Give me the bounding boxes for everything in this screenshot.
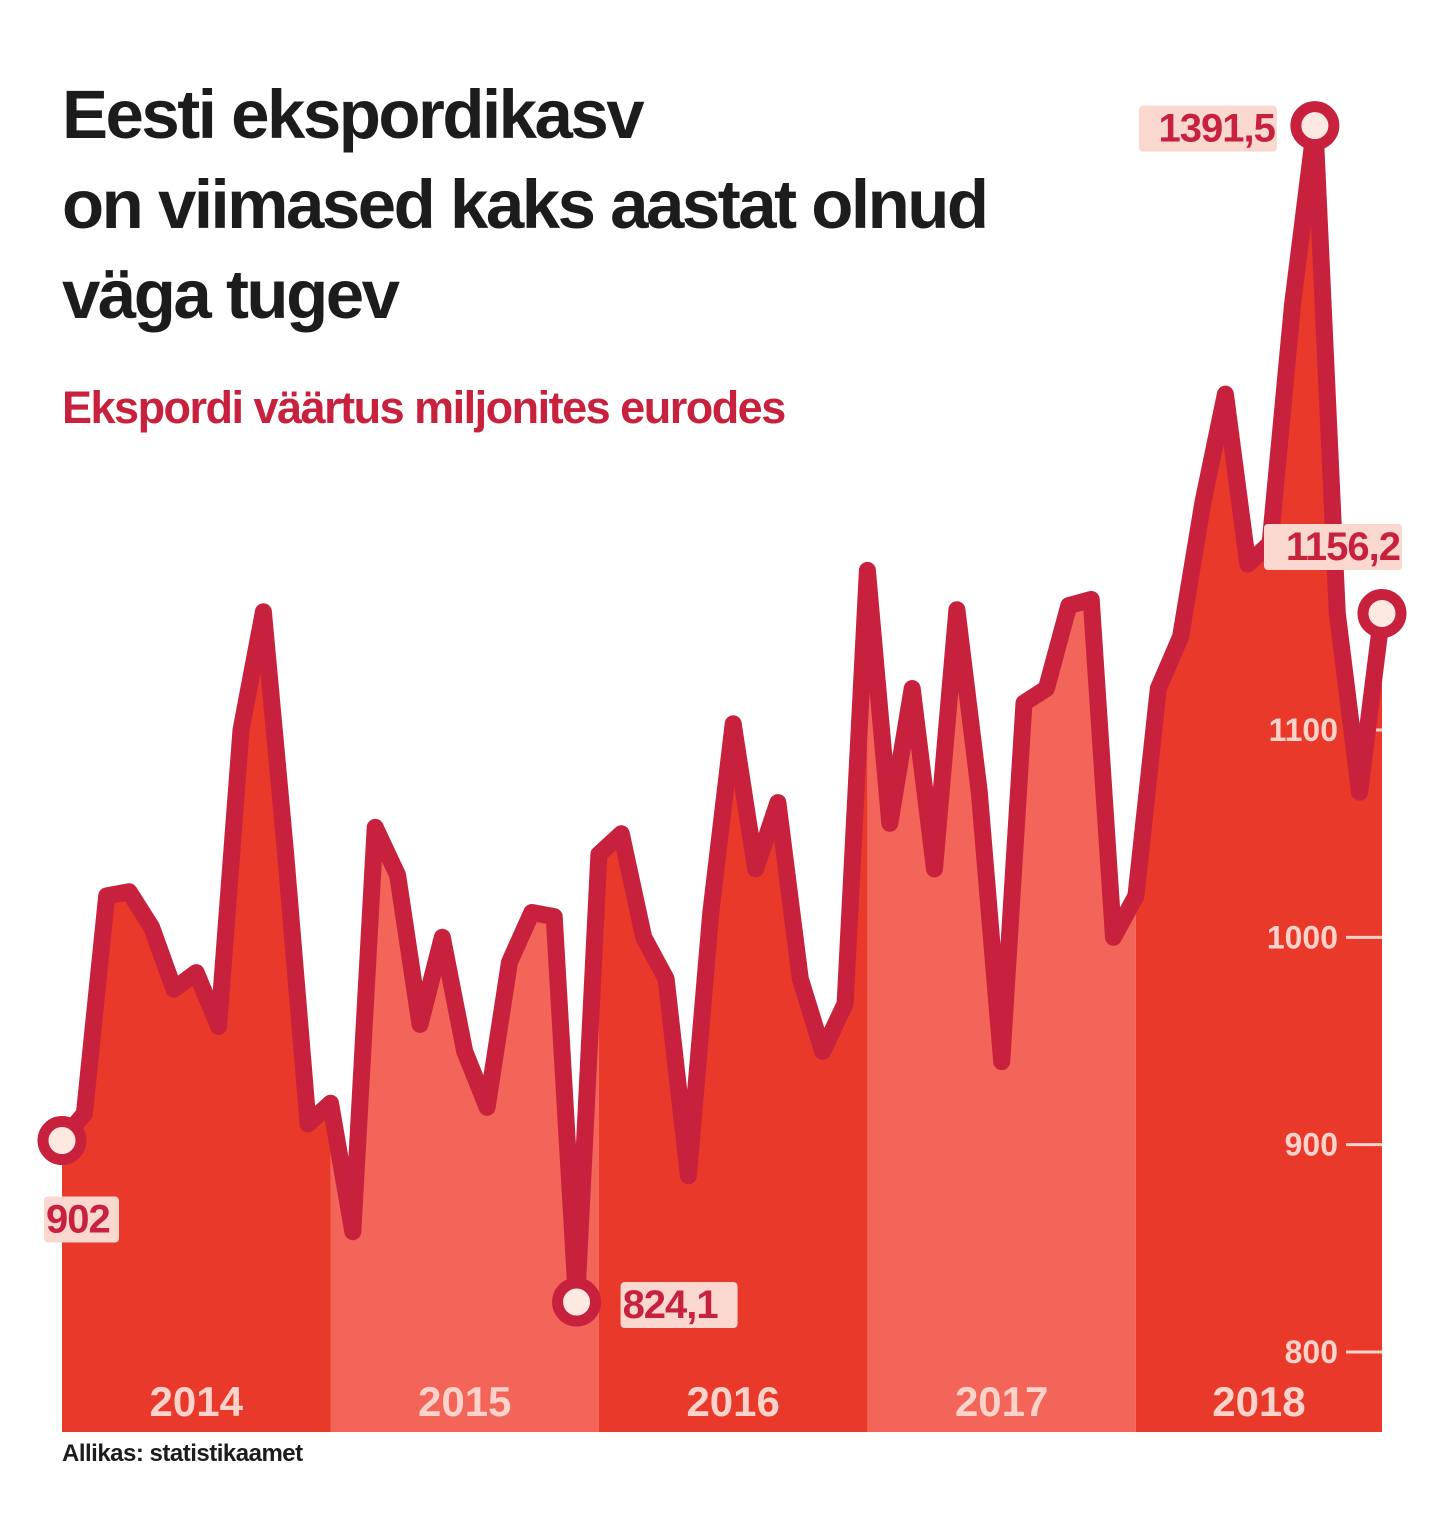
title-line-3: väga tugev	[62, 256, 400, 333]
annotation-first: 902	[44, 1196, 119, 1243]
year-label-2015: 2015	[418, 1378, 511, 1425]
annotation-last: 1156,2	[1264, 524, 1402, 570]
year-band-2015	[330, 125, 599, 1432]
y-tick-label: 1000	[1267, 919, 1338, 955]
label-bg	[1138, 105, 1277, 152]
chart-subtitle: Ekspordi väärtus miljonites eurodes	[62, 382, 786, 433]
annotation-max: 1391,5	[1138, 105, 1277, 152]
label-text: 1156,2	[1286, 525, 1400, 569]
label-bg	[44, 1196, 119, 1243]
label-bg	[1264, 524, 1402, 570]
y-tick-label: 800	[1285, 1334, 1338, 1370]
label-bg	[620, 1282, 738, 1329]
title-line-2: on viimased kaks aastat olnud	[62, 166, 989, 243]
title-line-1: Eesti ekspordikasv	[62, 76, 645, 153]
year-label-2016: 2016	[686, 1378, 779, 1425]
source-note: Allikas: statistikaamet	[62, 1440, 303, 1467]
chart-title: Eesti ekspordikasv on viimased kaks aast…	[62, 70, 1162, 340]
year-label-2018: 2018	[1212, 1378, 1305, 1425]
label-text: 902	[46, 1198, 110, 1242]
series-line	[53, 117, 1391, 1311]
year-label-2017: 2017	[955, 1378, 1048, 1425]
year-label-2014: 2014	[150, 1378, 244, 1425]
y-tick-label: 1100	[1269, 712, 1338, 748]
y-axis: 800 900 1000 1100	[1267, 712, 1382, 1370]
x-axis-years: 2014 2015 2016 2017 2018	[150, 1378, 1306, 1425]
y-tick-label: 900	[1285, 1127, 1338, 1163]
marker-point	[37, 1116, 87, 1166]
marker-point	[1357, 588, 1407, 638]
year-bands	[62, 125, 1382, 1432]
label-text: 1391,5	[1159, 107, 1276, 151]
label-text: 824,1	[623, 1283, 719, 1327]
marker-point	[552, 1277, 602, 1327]
marker-point	[1290, 101, 1340, 151]
annotation-min: 824,1	[620, 1282, 738, 1329]
